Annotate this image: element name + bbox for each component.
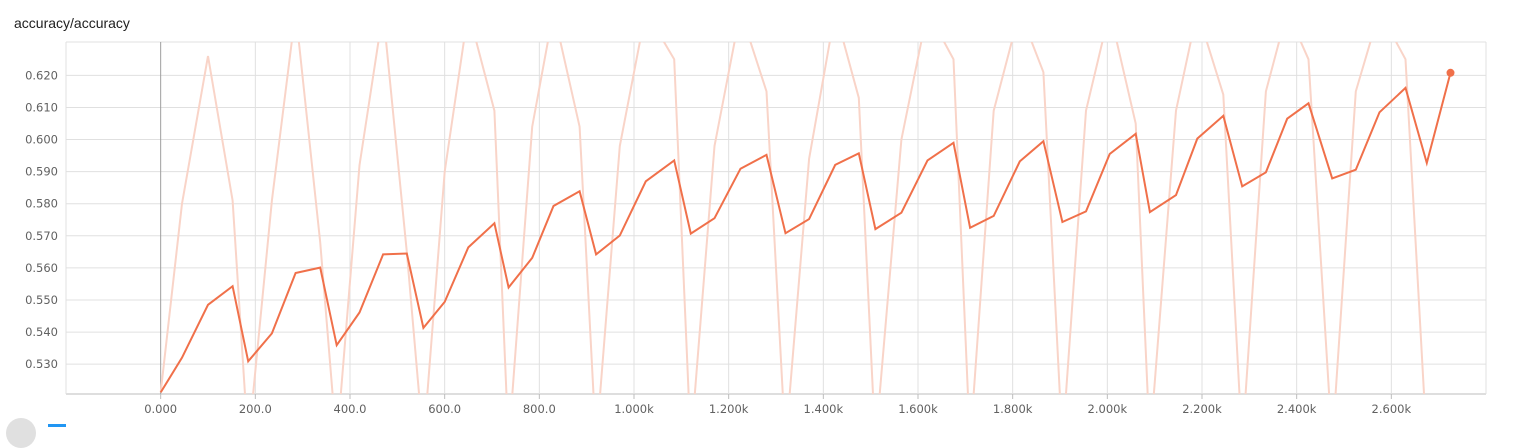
x-tick-label: 2.400k [1277, 402, 1317, 416]
y-tick-label: 0.590 [25, 165, 58, 179]
fit-domain-button[interactable] [6, 418, 36, 448]
x-tick-label: 2.600k [1372, 402, 1412, 416]
x-tick-label: 200.0 [239, 402, 272, 416]
raw-series-line[interactable] [159, 11, 1427, 429]
raw-series [159, 11, 1427, 429]
x-tick-label: 1.600k [898, 402, 938, 416]
smoothed-series-line[interactable] [159, 72, 1452, 393]
smoothed-series [159, 68, 1455, 393]
toggle-log-scale-icon[interactable] [48, 424, 66, 427]
x-tick-label: 0.000 [144, 402, 177, 416]
line-chart[interactable]: 0.000 200.0 400.0 600.0 800.0 1.000k 1.200k 1.4… [0, 0, 1514, 429]
x-tick-label: 400.0 [334, 402, 367, 416]
x-tick-label: 600.0 [428, 402, 461, 416]
x-tick-label: 2.200k [1182, 402, 1222, 416]
y-tick-label: 0.550 [25, 293, 58, 307]
y-tick-label: 0.540 [25, 325, 58, 339]
y-axis: 0.530 0.540 0.550 0.560 0.570 0.580 0.590 0.600… [25, 68, 58, 371]
y-tick-label: 0.560 [25, 261, 58, 275]
y-tick-label: 0.570 [25, 229, 58, 243]
x-tick-label: 800.0 [523, 402, 556, 416]
y-tick-label: 0.530 [25, 357, 58, 371]
y-tick-label: 0.610 [25, 100, 58, 114]
x-tick-label: 2.000k [1088, 402, 1128, 416]
x-tick-label: 1.400k [804, 402, 844, 416]
grid-lines [65, 41, 1487, 395]
y-tick-label: 0.620 [25, 68, 58, 82]
y-tick-label: 0.600 [25, 133, 58, 147]
chart-title: accuracy/accuracy [14, 15, 130, 31]
x-tick-label: 1.200k [709, 402, 749, 416]
x-tick-label: 1.800k [993, 402, 1033, 416]
last-point-marker[interactable] [1446, 68, 1455, 77]
y-tick-label: 0.580 [25, 197, 58, 211]
x-tick-label: 1.000k [614, 402, 654, 416]
x-axis: 0.000 200.0 400.0 600.0 800.0 1.000k 1.200k 1.4… [144, 394, 1411, 416]
